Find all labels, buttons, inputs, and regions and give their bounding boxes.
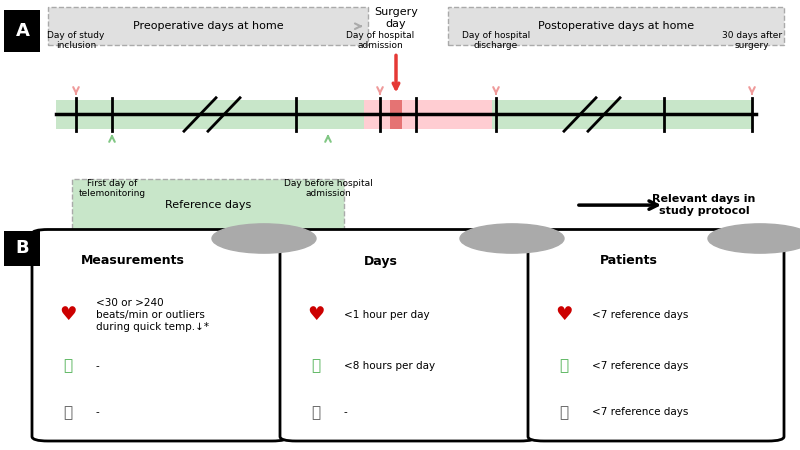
- Text: <1 hour per day: <1 hour per day: [344, 310, 430, 320]
- Text: Surgery
day: Surgery day: [374, 7, 418, 29]
- Bar: [390, 100, 402, 129]
- Text: 📱: 📱: [63, 405, 73, 420]
- Text: A: A: [15, 22, 30, 40]
- Circle shape: [708, 224, 800, 253]
- FancyBboxPatch shape: [4, 230, 40, 266]
- Text: 👣: 👣: [63, 358, 73, 373]
- Text: 30 days after
surgery: 30 days after surgery: [722, 31, 782, 50]
- Text: Day of study
inclusion: Day of study inclusion: [47, 31, 105, 50]
- FancyBboxPatch shape: [32, 230, 288, 441]
- Text: Measurements: Measurements: [81, 255, 185, 267]
- Text: B: B: [15, 239, 30, 257]
- FancyBboxPatch shape: [448, 7, 784, 45]
- FancyBboxPatch shape: [528, 230, 784, 441]
- Text: Reference days: Reference days: [165, 200, 251, 210]
- Text: <8 hours per day: <8 hours per day: [344, 360, 435, 371]
- Text: <7 reference days: <7 reference days: [592, 360, 688, 371]
- Text: 📱: 📱: [559, 405, 569, 420]
- FancyBboxPatch shape: [280, 230, 536, 441]
- Text: Day of hospital
admission: Day of hospital admission: [346, 31, 414, 50]
- Circle shape: [460, 224, 564, 253]
- FancyBboxPatch shape: [48, 7, 368, 45]
- Text: <30 or >240
beats/min or outliers
during quick temp.↓*: <30 or >240 beats/min or outliers during…: [96, 298, 209, 332]
- Text: -: -: [96, 360, 100, 371]
- Bar: [56, 100, 752, 129]
- Text: Postoperative days at home: Postoperative days at home: [538, 21, 694, 31]
- FancyBboxPatch shape: [72, 179, 344, 231]
- Text: ♥: ♥: [555, 306, 573, 324]
- Text: Days: Days: [364, 255, 398, 267]
- Text: Preoperative days at home: Preoperative days at home: [133, 21, 283, 31]
- Text: Relevant days in
study protocol: Relevant days in study protocol: [652, 194, 756, 216]
- Text: First day of
telemonitoring: First day of telemonitoring: [78, 179, 146, 198]
- Text: Patients: Patients: [600, 255, 658, 267]
- Circle shape: [212, 224, 316, 253]
- Text: -: -: [96, 407, 100, 417]
- Bar: [364, 100, 492, 129]
- Text: Day of hospital
discharge: Day of hospital discharge: [462, 31, 530, 50]
- Text: 👣: 👣: [311, 358, 321, 373]
- Text: ♥: ♥: [59, 306, 77, 324]
- Text: <7 reference days: <7 reference days: [592, 407, 688, 417]
- Text: Day before hospital
admission: Day before hospital admission: [284, 179, 372, 198]
- Text: <7 reference days: <7 reference days: [592, 310, 688, 320]
- Text: -: -: [344, 407, 348, 417]
- FancyBboxPatch shape: [4, 9, 40, 53]
- Text: 📱: 📱: [311, 405, 321, 420]
- Text: ♥: ♥: [307, 306, 325, 324]
- Text: 👣: 👣: [559, 358, 569, 373]
